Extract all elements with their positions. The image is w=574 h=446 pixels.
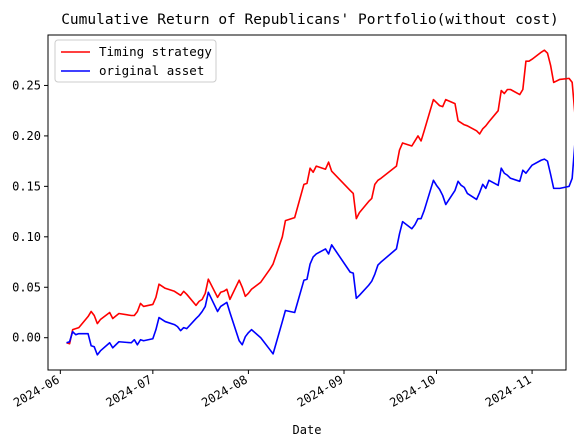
x-tick-label: 2024-10 (387, 372, 438, 409)
y-tick-label: 0.20 (12, 129, 41, 143)
legend: Timing strategy original asset (54, 39, 217, 83)
series-lines (66, 49, 574, 356)
x-axis-label: Date (293, 423, 322, 437)
x-axis: 2024-06 2024-07 2024-08 2024-09 2024-10 2024-… (11, 370, 534, 410)
x-tick-label: 2024-07 (104, 372, 155, 409)
x-tick-label: 2024-09 (295, 372, 346, 409)
y-tick-label: 0.00 (12, 331, 41, 345)
legend-entry-label: original asset (99, 63, 204, 78)
y-tick-label: 0.15 (12, 179, 41, 193)
legend-box (54, 39, 217, 83)
series-line-timing-strategy (66, 49, 574, 345)
series-line-original-asset (66, 144, 574, 356)
y-tick-label: 0.05 (12, 280, 41, 294)
x-tick-label: 2024-08 (199, 372, 250, 409)
legend-entry-label: Timing strategy (99, 44, 212, 59)
x-tick-label: 2024-06 (11, 372, 62, 409)
y-tick-label: 0.25 (12, 78, 41, 92)
y-tick-label: 0.10 (12, 230, 41, 244)
chart-title: Cumulative Return of Republicans' Portfo… (61, 12, 559, 28)
y-axis: 0.00 0.05 0.10 0.15 0.20 0.25 (12, 78, 48, 345)
x-tick-label: 2024-11 (483, 372, 534, 409)
plot-area-frame (47, 34, 567, 371)
